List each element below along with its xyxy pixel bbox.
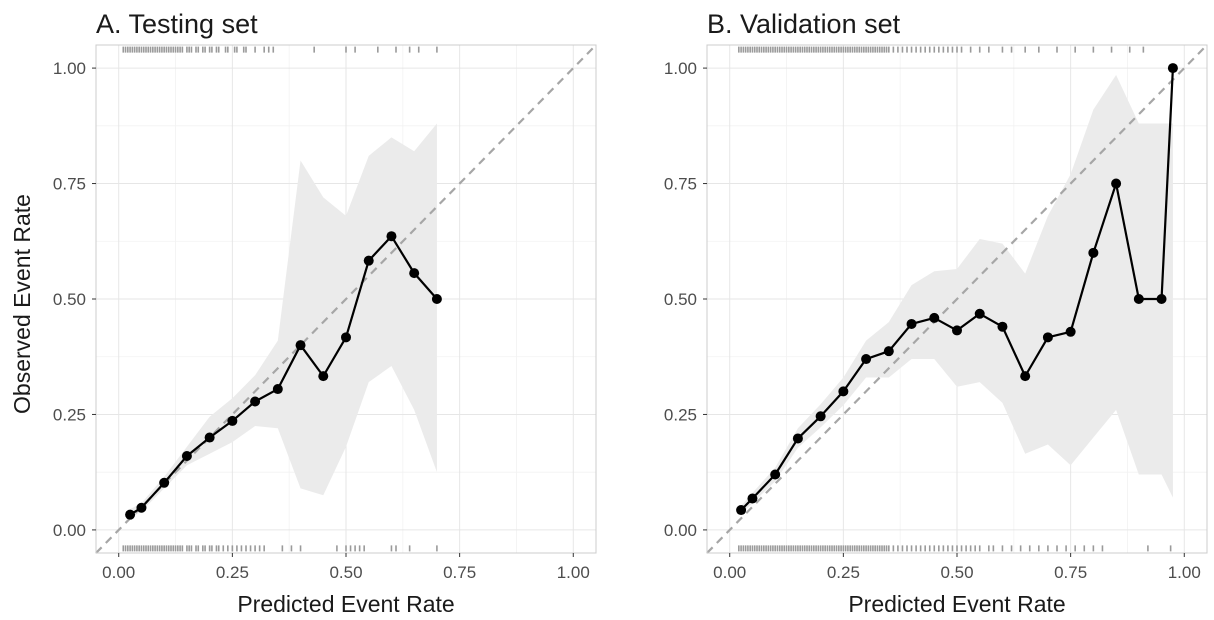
y-tick-label: 0.25 bbox=[664, 405, 697, 424]
calibration-point bbox=[906, 318, 917, 329]
panel-title: B. Validation set bbox=[707, 9, 901, 39]
calibration-point bbox=[929, 312, 940, 323]
calibration-point bbox=[136, 502, 147, 513]
calibration-point bbox=[1167, 63, 1178, 74]
y-tick-label: 0.25 bbox=[53, 405, 86, 424]
panel-a: 0.00 0.25 0.50 0.75 1.00 0.00 0.25 0.50 0.75 1.00… bbox=[53, 9, 597, 617]
calibration-point bbox=[1065, 326, 1076, 337]
calibration-point bbox=[1111, 178, 1122, 189]
calibration-point bbox=[318, 371, 329, 382]
y-axis-title: Observed Event Rate bbox=[9, 194, 35, 414]
calibration-point bbox=[409, 268, 420, 279]
y-tick-label: 0.00 bbox=[53, 521, 86, 540]
calibration-point bbox=[363, 255, 374, 266]
x-axis-title: Predicted Event Rate bbox=[848, 591, 1065, 617]
y-tick-label: 0.75 bbox=[53, 175, 86, 194]
x-tick-label: 0.00 bbox=[102, 563, 135, 582]
calibration-point bbox=[815, 411, 826, 422]
x-tick-label: 1.00 bbox=[557, 563, 590, 582]
reference-diagonal bbox=[706, 44, 1208, 554]
reference-diagonal bbox=[95, 44, 597, 554]
x-tick-label: 1.00 bbox=[1168, 563, 1201, 582]
confidence-ribbon bbox=[130, 123, 437, 519]
x-tick-label: 0.50 bbox=[329, 563, 362, 582]
calibration-point bbox=[181, 451, 192, 462]
calibration-point bbox=[159, 477, 170, 488]
calibration-point bbox=[1088, 247, 1099, 258]
y-tick-label: 0.50 bbox=[664, 290, 697, 309]
calibration-point bbox=[227, 415, 238, 426]
calibration-point bbox=[792, 433, 803, 444]
confidence-ribbon bbox=[741, 75, 1173, 514]
panel-b: 0.00 0.25 0.50 0.75 1.00 0.00 0.25 0.50 0.75 1.00… bbox=[664, 9, 1208, 617]
x-tick-label: 0.25 bbox=[216, 563, 249, 582]
calibration-point bbox=[1020, 371, 1031, 382]
calibration-point bbox=[974, 308, 985, 319]
calibration-point bbox=[747, 493, 758, 504]
panel-title: A. Testing set bbox=[96, 9, 258, 39]
calibration-point bbox=[883, 346, 894, 357]
y-tick-label: 0.00 bbox=[664, 521, 697, 540]
calibration-point bbox=[1133, 294, 1144, 304]
calibration-point bbox=[125, 509, 136, 520]
calibration-point bbox=[770, 469, 781, 480]
y-tick-label: 0.75 bbox=[664, 175, 697, 194]
calibration-point bbox=[1156, 294, 1167, 304]
calibration-point bbox=[204, 432, 215, 443]
x-tick-label: 0.75 bbox=[1054, 563, 1087, 582]
x-tick-label: 0.50 bbox=[940, 563, 973, 582]
x-tick-label: 0.25 bbox=[827, 563, 860, 582]
calibration-point bbox=[431, 294, 442, 304]
y-tick-label: 0.50 bbox=[53, 290, 86, 309]
calibration-point bbox=[250, 396, 261, 407]
calibration-point bbox=[997, 321, 1008, 332]
x-tick-label: 0.75 bbox=[443, 563, 476, 582]
x-tick-label: 0.00 bbox=[713, 563, 746, 582]
calibration-point bbox=[1042, 332, 1053, 343]
calibration-point bbox=[341, 332, 351, 343]
calibration-point bbox=[295, 340, 306, 351]
calibration-point bbox=[861, 354, 872, 365]
y-tick-label: 1.00 bbox=[664, 59, 697, 78]
y-tick-label: 1.00 bbox=[53, 59, 86, 78]
calibration-point bbox=[272, 384, 283, 395]
calibration-point bbox=[952, 325, 962, 336]
calibration-point bbox=[386, 231, 397, 242]
x-axis-title: Predicted Event Rate bbox=[237, 591, 454, 617]
calibration-point bbox=[736, 505, 747, 516]
calibration-point bbox=[838, 386, 849, 397]
